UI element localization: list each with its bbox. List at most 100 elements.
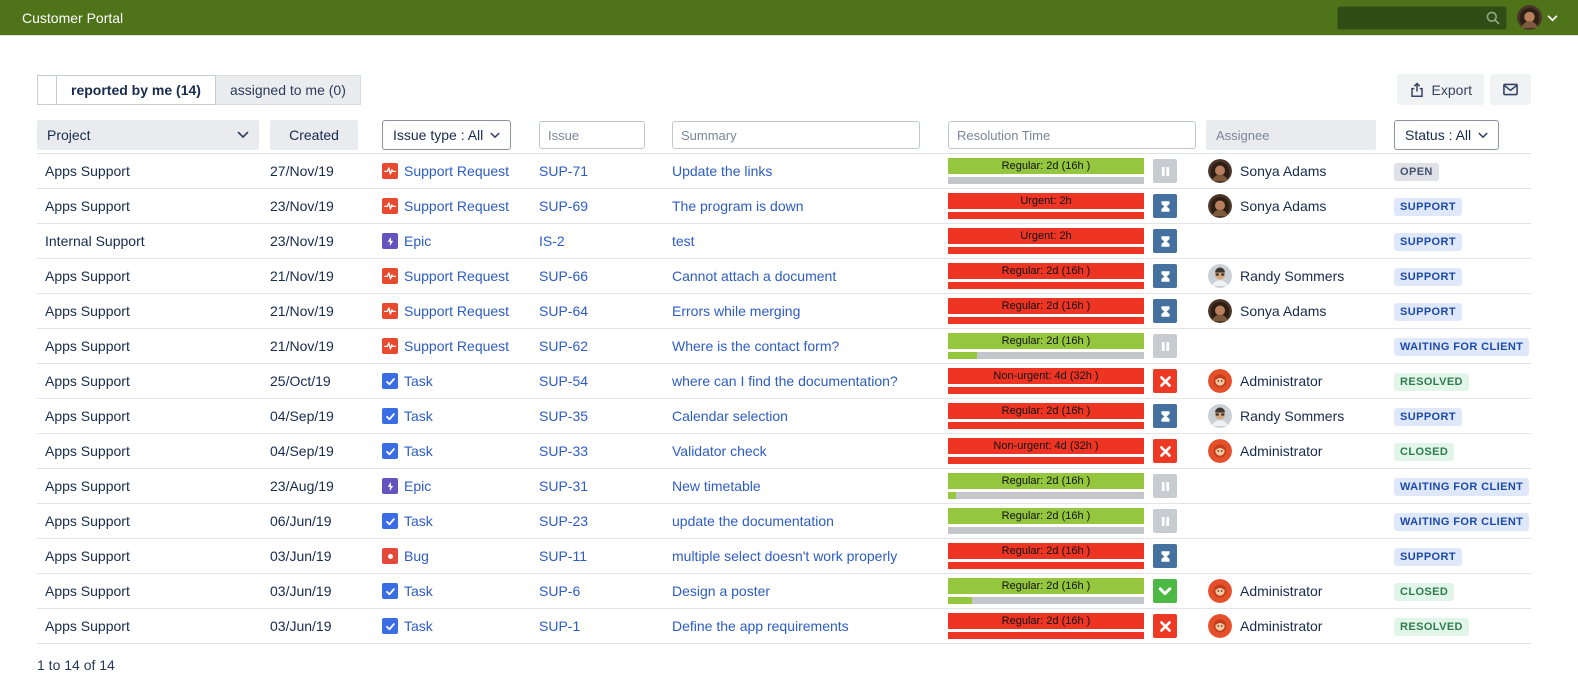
sla-progress-track bbox=[948, 282, 1144, 289]
chevron-down-icon bbox=[237, 131, 249, 139]
project-cell: Apps Support bbox=[45, 268, 130, 284]
summary-filter-input[interactable] bbox=[672, 121, 920, 149]
resolution-time-cell: Urgent: 2h bbox=[948, 228, 1206, 254]
project-cell: Apps Support bbox=[45, 303, 130, 319]
sla-label: Regular: 2d (16h ) bbox=[1001, 405, 1091, 417]
issue-type-link[interactable]: Epic bbox=[404, 233, 432, 249]
issue-key-link[interactable]: SUP-11 bbox=[539, 548, 587, 564]
issue-type-link[interactable]: Task bbox=[404, 373, 433, 389]
sla-breached-x-icon bbox=[1153, 439, 1177, 463]
sla-progress-track bbox=[948, 422, 1144, 429]
assignee-cell: Sonya Adams bbox=[1206, 194, 1394, 218]
issue-summary-link[interactable]: Where is the contact form? bbox=[672, 338, 840, 354]
table-row: Apps Support 21/Nov/19 Support Request S… bbox=[37, 329, 1531, 364]
issue-type-link[interactable]: Task bbox=[404, 408, 433, 424]
issue-summary-link[interactable]: The program is down bbox=[672, 198, 804, 214]
status-filter-select[interactable]: Status : All bbox=[1394, 120, 1500, 150]
issue-type-link[interactable]: Task bbox=[404, 443, 433, 459]
chevron-down-icon bbox=[1478, 132, 1488, 138]
issue-summary-link[interactable]: Define the app requirements bbox=[672, 618, 849, 634]
issue-summary-link[interactable]: Cannot attach a document bbox=[672, 268, 837, 284]
avatar bbox=[1208, 579, 1232, 603]
issue-key-link[interactable]: SUP-66 bbox=[539, 268, 589, 284]
issue-summary-link[interactable]: Design a poster bbox=[672, 583, 771, 599]
export-icon bbox=[1409, 81, 1425, 98]
issue-type-link[interactable]: Support Request bbox=[404, 303, 510, 319]
issue-key-link[interactable]: SUP-54 bbox=[539, 373, 589, 389]
epic-icon bbox=[382, 478, 398, 494]
project-cell: Apps Support bbox=[45, 373, 130, 389]
sla-label: Regular: 2d (16h ) bbox=[1001, 545, 1091, 557]
avatar bbox=[1208, 404, 1232, 428]
task-icon bbox=[382, 443, 398, 459]
issue-key-link[interactable]: SUP-33 bbox=[539, 443, 589, 459]
sla-label: Regular: 2d (16h ) bbox=[1001, 510, 1091, 522]
issue-summary-link[interactable]: Errors while merging bbox=[672, 303, 801, 319]
table-row: Apps Support 27/Nov/19 Support Request S… bbox=[37, 154, 1531, 189]
issue-type-link[interactable]: Support Request bbox=[404, 198, 510, 214]
issue-type-link[interactable]: Support Request bbox=[404, 163, 510, 179]
issue-key-link[interactable]: SUP-31 bbox=[539, 478, 589, 494]
tab-assigned-to-me[interactable]: assigned to me (0) bbox=[215, 75, 361, 105]
issue-summary-link[interactable]: multiple select doesn't work properly bbox=[672, 548, 898, 564]
status-badge: SUPPORT bbox=[1394, 547, 1462, 566]
table-row: Apps Support 03/Jun/19 Task SUP-1 Define… bbox=[37, 609, 1531, 644]
issue-type-link[interactable]: Task bbox=[404, 583, 433, 599]
issue-summary-link[interactable]: where can I find the documentation? bbox=[672, 373, 898, 389]
issue-key-link[interactable]: SUP-62 bbox=[539, 338, 589, 354]
issue-type-filter-select[interactable]: Issue type : All bbox=[382, 120, 512, 150]
project-filter-select[interactable]: Project bbox=[37, 120, 259, 150]
resolution-time-filter-input[interactable] bbox=[948, 121, 1196, 149]
sla-label: Regular: 2d (16h ) bbox=[1001, 160, 1091, 172]
assignee-cell: Randy Sommers bbox=[1206, 404, 1394, 428]
export-button[interactable]: Export bbox=[1396, 74, 1484, 105]
resolution-time-cell: Regular: 2d (16h ) bbox=[948, 508, 1206, 534]
issue-summary-link[interactable]: Validator check bbox=[672, 443, 767, 459]
issue-type-link[interactable]: Bug bbox=[404, 548, 429, 564]
tab-reported-by-me[interactable]: reported by me (14) bbox=[56, 75, 216, 105]
project-cell: Apps Support bbox=[45, 338, 130, 354]
issue-summary-link[interactable]: test bbox=[672, 233, 695, 249]
global-search-input[interactable] bbox=[1337, 5, 1507, 30]
issues-table: Apps Support 27/Nov/19 Support Request S… bbox=[37, 153, 1531, 644]
top-navigation-bar: Customer Portal bbox=[0, 0, 1578, 36]
sla-bar: Regular: 2d (16h ) bbox=[948, 578, 1144, 594]
issue-filter-input[interactable] bbox=[539, 121, 645, 149]
resolution-time-cell: Urgent: 2h bbox=[948, 193, 1206, 219]
issue-key-link[interactable]: SUP-64 bbox=[539, 303, 589, 319]
issue-key-link[interactable]: SUP-6 bbox=[539, 583, 581, 599]
project-cell: Apps Support bbox=[45, 513, 130, 529]
issue-key-link[interactable]: SUP-1 bbox=[539, 618, 581, 634]
issue-type-link[interactable]: Epic bbox=[404, 478, 432, 494]
issue-key-link[interactable]: SUP-35 bbox=[539, 408, 589, 424]
issue-summary-link[interactable]: Calendar selection bbox=[672, 408, 788, 424]
issue-summary-link[interactable]: update the documentation bbox=[672, 513, 834, 529]
sla-progress-track bbox=[948, 177, 1144, 184]
chevron-down-icon bbox=[1547, 9, 1558, 27]
issue-summary-link[interactable]: New timetable bbox=[672, 478, 761, 494]
project-cell: Internal Support bbox=[45, 233, 145, 249]
mail-button[interactable] bbox=[1490, 74, 1531, 105]
sla-progress-track bbox=[948, 597, 1144, 604]
issue-type-link[interactable]: Task bbox=[404, 513, 433, 529]
sla-running-hourglass-icon bbox=[1153, 264, 1177, 288]
issue-type-link[interactable]: Support Request bbox=[404, 338, 510, 354]
user-menu[interactable] bbox=[1517, 5, 1558, 30]
issue-type-link[interactable]: Task bbox=[404, 618, 433, 634]
issue-key-link[interactable]: SUP-71 bbox=[539, 163, 589, 179]
resolution-time-cell: Regular: 2d (16h ) bbox=[948, 543, 1206, 569]
support-request-icon bbox=[382, 163, 398, 179]
issue-key-link[interactable]: IS-2 bbox=[539, 233, 565, 249]
user-avatar bbox=[1517, 5, 1542, 30]
issue-key-link[interactable]: SUP-23 bbox=[539, 513, 589, 529]
issue-summary-link[interactable]: Update the links bbox=[672, 163, 773, 179]
mail-icon bbox=[1502, 81, 1519, 98]
issue-key-link[interactable]: SUP-69 bbox=[539, 198, 589, 214]
task-icon bbox=[382, 408, 398, 424]
sla-progress-track bbox=[948, 562, 1144, 569]
sla-bar: Regular: 2d (16h ) bbox=[948, 333, 1144, 349]
created-column-header[interactable]: Created bbox=[270, 120, 358, 150]
issue-type-link[interactable]: Support Request bbox=[404, 268, 510, 284]
chevron-down-icon bbox=[490, 132, 500, 138]
sla-label: Urgent: 2h bbox=[1020, 230, 1072, 242]
